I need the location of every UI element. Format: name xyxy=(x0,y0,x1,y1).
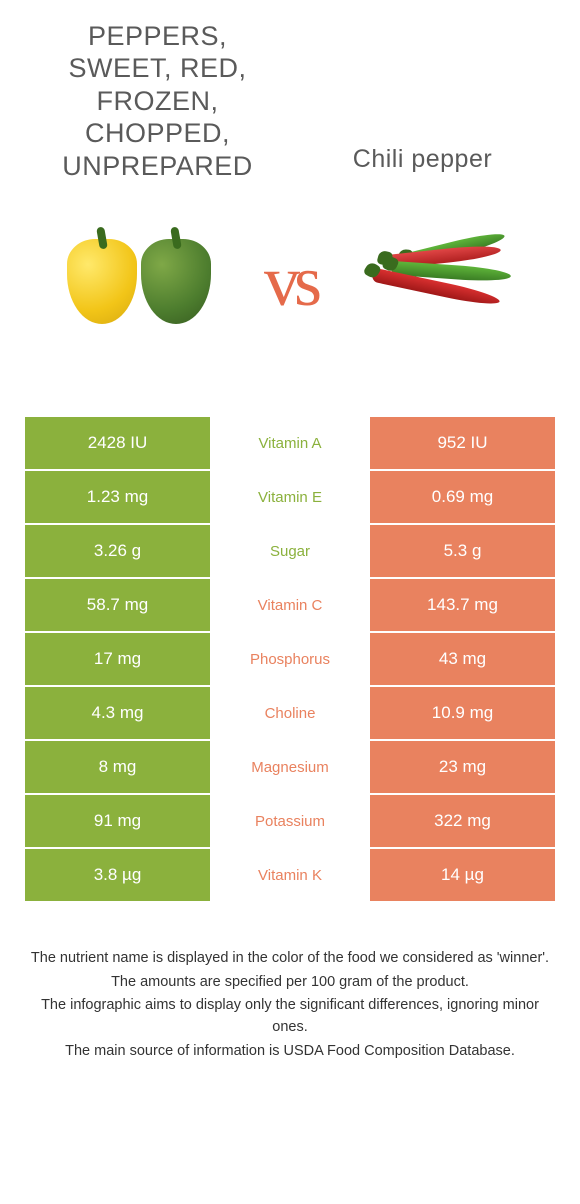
nutrient-name-cell: Vitamin C xyxy=(210,579,370,633)
right-value-cell: 14 µg xyxy=(370,849,555,903)
left-value-cell: 8 mg xyxy=(25,741,210,795)
left-value-cell: 4.3 mg xyxy=(25,687,210,741)
left-food-image xyxy=(25,239,254,324)
right-food-title: Chili pepper xyxy=(290,144,555,182)
footnote-line: The amounts are specified per 100 gram o… xyxy=(30,972,550,994)
table-row: 3.8 µgVitamin K14 µg xyxy=(25,849,555,903)
left-value-cell: 17 mg xyxy=(25,633,210,687)
left-value-cell: 91 mg xyxy=(25,795,210,849)
footnote-line: The infographic aims to display only the… xyxy=(30,995,550,1039)
vs-label: vs xyxy=(264,240,316,323)
table-row: 91 mgPotassium322 mg xyxy=(25,795,555,849)
table-row: 2428 IUVitamin A952 IU xyxy=(25,417,555,471)
right-food-image xyxy=(326,237,555,327)
table-row: 58.7 mgVitamin C143.7 mg xyxy=(25,579,555,633)
left-food-title: PEPPERS, SWEET, RED, FROZEN, CHOPPED, UN… xyxy=(25,20,290,182)
left-value-cell: 58.7 mg xyxy=(25,579,210,633)
left-value-cell: 1.23 mg xyxy=(25,471,210,525)
right-value-cell: 952 IU xyxy=(370,417,555,471)
table-row: 17 mgPhosphorus43 mg xyxy=(25,633,555,687)
table-row: 4.3 mgCholine10.9 mg xyxy=(25,687,555,741)
right-value-cell: 5.3 g xyxy=(370,525,555,579)
left-value-cell: 3.8 µg xyxy=(25,849,210,903)
nutrient-name-cell: Magnesium xyxy=(210,741,370,795)
table-row: 1.23 mgVitamin E0.69 mg xyxy=(25,471,555,525)
nutrient-name-cell: Potassium xyxy=(210,795,370,849)
left-value-cell: 2428 IU xyxy=(25,417,210,471)
table-row: 8 mgMagnesium23 mg xyxy=(25,741,555,795)
table-row: 3.26 gSugar5.3 g xyxy=(25,525,555,579)
right-value-cell: 23 mg xyxy=(370,741,555,795)
comparison-table: 2428 IUVitamin A952 IU1.23 mgVitamin E0.… xyxy=(25,417,555,903)
infographic-container: PEPPERS, SWEET, RED, FROZEN, CHOPPED, UN… xyxy=(0,0,580,1080)
right-value-cell: 10.9 mg xyxy=(370,687,555,741)
titles-row: PEPPERS, SWEET, RED, FROZEN, CHOPPED, UN… xyxy=(25,20,555,182)
nutrient-name-cell: Vitamin A xyxy=(210,417,370,471)
nutrient-name-cell: Vitamin E xyxy=(210,471,370,525)
footnote-line: The nutrient name is displayed in the co… xyxy=(30,948,550,970)
nutrient-name-cell: Sugar xyxy=(210,525,370,579)
right-value-cell: 43 mg xyxy=(370,633,555,687)
images-row: vs xyxy=(25,197,555,367)
footnotes: The nutrient name is displayed in the co… xyxy=(25,948,555,1063)
nutrient-name-cell: Phosphorus xyxy=(210,633,370,687)
footnote-line: The main source of information is USDA F… xyxy=(30,1041,550,1063)
left-value-cell: 3.26 g xyxy=(25,525,210,579)
nutrient-name-cell: Vitamin K xyxy=(210,849,370,903)
right-value-cell: 322 mg xyxy=(370,795,555,849)
right-value-cell: 0.69 mg xyxy=(370,471,555,525)
right-value-cell: 143.7 mg xyxy=(370,579,555,633)
nutrient-name-cell: Choline xyxy=(210,687,370,741)
